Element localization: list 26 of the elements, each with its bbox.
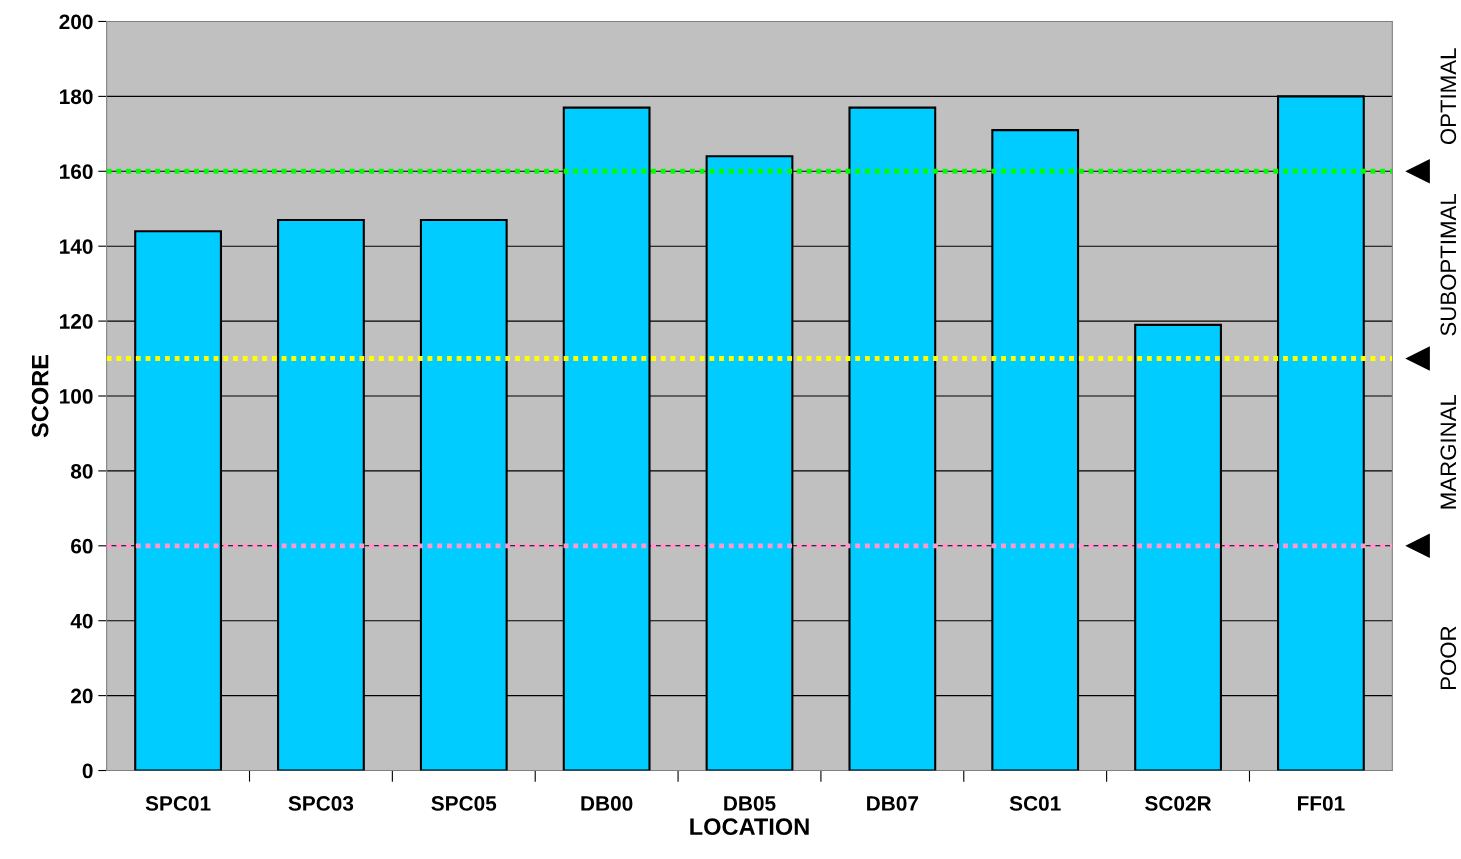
x-tick-label: SC01: [1009, 796, 1061, 811]
y-tick-label: 200: [59, 14, 93, 30]
text: POOR: [1440, 626, 1457, 690]
y-tick-label: 80: [70, 463, 93, 479]
x-tick-label: FF01: [1297, 796, 1345, 811]
x-tick-label: SPC03: [288, 796, 354, 811]
text: SUBOPTIMAL: [1440, 194, 1457, 336]
y-tick-label: 100: [60, 389, 93, 404]
x-tick-label: SPC01: [145, 796, 211, 811]
text: OPTIMAL: [1440, 48, 1457, 145]
y-axis-title: SCORE: [31, 354, 49, 438]
x-tick-label: SPC05: [431, 796, 497, 811]
y-tick-label: 40: [70, 613, 93, 629]
y-tick-label: 60: [71, 538, 93, 554]
x-tick-label: SC02R: [1145, 796, 1212, 811]
y-tick-label: 20: [71, 688, 93, 704]
y-tick-label: 120: [60, 314, 93, 329]
x-axis-title: LOCATION: [690, 818, 809, 836]
x-tick-label: DB05: [724, 796, 776, 811]
y-tick-label: 180: [60, 89, 93, 105]
y-tick-label: 0: [82, 763, 93, 779]
y-tick-label: 140: [60, 239, 93, 254]
x-tick-label: DB07: [867, 796, 919, 811]
y-tick-label: 160: [60, 164, 93, 180]
text: MARGINAL: [1440, 394, 1457, 509]
x-tick-label: DB00: [581, 796, 633, 811]
